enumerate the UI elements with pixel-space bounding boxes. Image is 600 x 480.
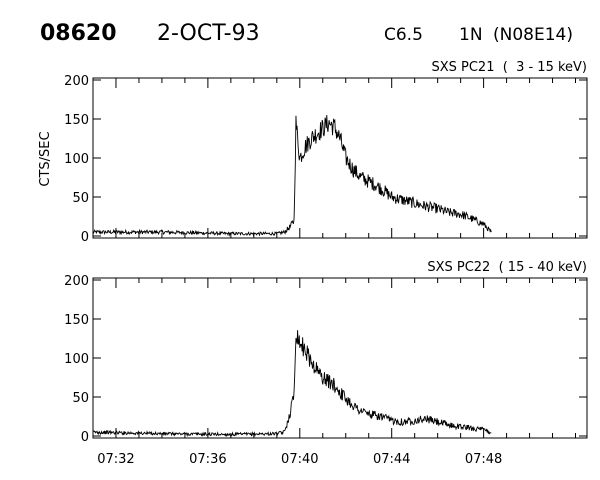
xtick-label: 07:48 [465,452,502,467]
flare-importance: 1N [459,25,483,45]
series-line [92,330,492,437]
panel-pc21-frame [92,77,588,239]
xtick-label: 07:40 [281,452,318,467]
ytick-label: 100 [64,152,89,167]
ytick-label: 100 [64,352,89,367]
panel-pc22: SXS PC22 ( 15 - 40 keV) [92,260,588,439]
ytick-label: 50 [72,391,89,406]
ytick-label: 200 [64,74,89,89]
panel-pc21-ylabel: CTS/SEC [38,131,53,186]
panel-pc21: SXS PC21 ( 3 - 15 keV) CTS/SEC [38,60,588,239]
ytick-label: 150 [64,313,89,328]
xtick-label: 07:36 [189,452,226,467]
ytick-label: 50 [72,191,89,206]
panel-pc21-title: SXS PC21 ( 3 - 15 keV) [431,60,587,75]
ytick-label: 0 [81,430,89,445]
event-date: 2-OCT-93 [157,21,260,46]
panel-pc22-title: SXS PC22 ( 15 - 40 keV) [427,260,587,275]
ytick-label: 200 [64,274,89,289]
flare-location: (N08E14) [493,25,573,45]
xtick-label: 07:32 [97,452,134,467]
panel-pc22-frame [92,277,588,439]
ytick-label: 0 [81,230,89,245]
goes-class: C6.5 [384,25,423,45]
ytick-label: 150 [64,113,89,128]
xtick-label: 07:44 [373,452,410,467]
event-id: 08620 [40,21,117,46]
series-line [92,115,492,237]
